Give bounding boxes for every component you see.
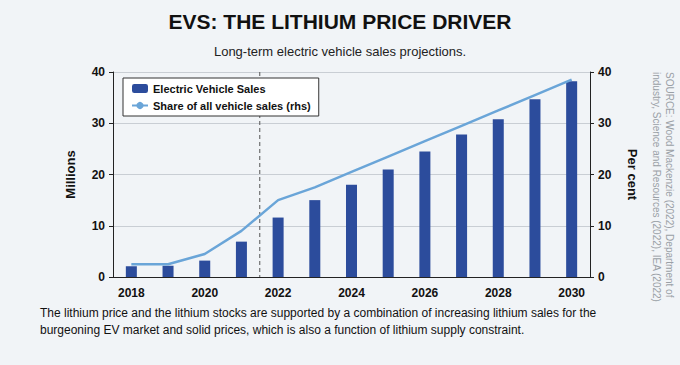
svg-text:10: 10 [598, 219, 612, 233]
svg-text:2024: 2024 [338, 286, 365, 300]
svg-text:10: 10 [92, 219, 106, 233]
svg-text:Long-term electric vehicle sal: Long-term electric vehicle sales project… [214, 44, 466, 59]
svg-text:2020: 2020 [191, 286, 218, 300]
svg-text:2030: 2030 [558, 286, 585, 300]
svg-text:Share of all vehicle sales (rh: Share of all vehicle sales (rhs) [153, 100, 311, 112]
svg-text:0: 0 [598, 270, 605, 284]
svg-text:2018: 2018 [118, 286, 145, 300]
svg-text:20: 20 [92, 168, 106, 182]
svg-text:20: 20 [598, 168, 612, 182]
svg-text:40: 40 [92, 65, 106, 79]
svg-text:Millions: Millions [63, 150, 78, 198]
svg-text:SOURCE: Wood Mackenzie (2022),: SOURCE: Wood Mackenzie (2022), Departmen… [664, 72, 675, 298]
svg-text:30: 30 [92, 116, 106, 130]
svg-text:2026: 2026 [412, 286, 439, 300]
svg-text:Per cent: Per cent [625, 149, 640, 201]
svg-text:industry, Science and Resource: industry, Science and Resources (2022), … [651, 72, 662, 302]
svg-text:burgeoning EV market and solid: burgeoning EV market and solid prices, w… [40, 323, 524, 337]
svg-text:40: 40 [598, 65, 612, 79]
svg-text:0: 0 [98, 270, 105, 284]
svg-text:EVS: THE LITHIUM PRICE DRIVER: EVS: THE LITHIUM PRICE DRIVER [168, 10, 511, 33]
svg-text:2028: 2028 [485, 286, 512, 300]
svg-text:30: 30 [598, 116, 612, 130]
svg-text:2022: 2022 [265, 286, 292, 300]
svg-text:The lithium price and the lith: The lithium price and the lithium stocks… [40, 306, 600, 320]
svg-text:Electric Vehicle Sales: Electric Vehicle Sales [153, 83, 266, 95]
